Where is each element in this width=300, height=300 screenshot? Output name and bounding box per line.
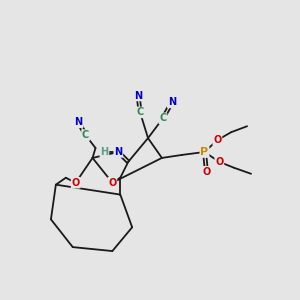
Text: O: O	[108, 178, 116, 188]
Text: N: N	[114, 147, 122, 157]
Text: O: O	[202, 167, 211, 177]
Text: N: N	[134, 91, 142, 100]
Text: N: N	[75, 117, 83, 127]
Text: C: C	[136, 107, 144, 117]
Text: H: H	[100, 147, 109, 157]
Text: O: O	[215, 157, 224, 167]
Text: C: C	[82, 130, 89, 140]
Text: P: P	[200, 147, 208, 157]
Text: O: O	[72, 178, 80, 188]
Text: O: O	[213, 135, 221, 145]
Text: N: N	[168, 98, 176, 107]
Text: C: C	[159, 113, 167, 123]
